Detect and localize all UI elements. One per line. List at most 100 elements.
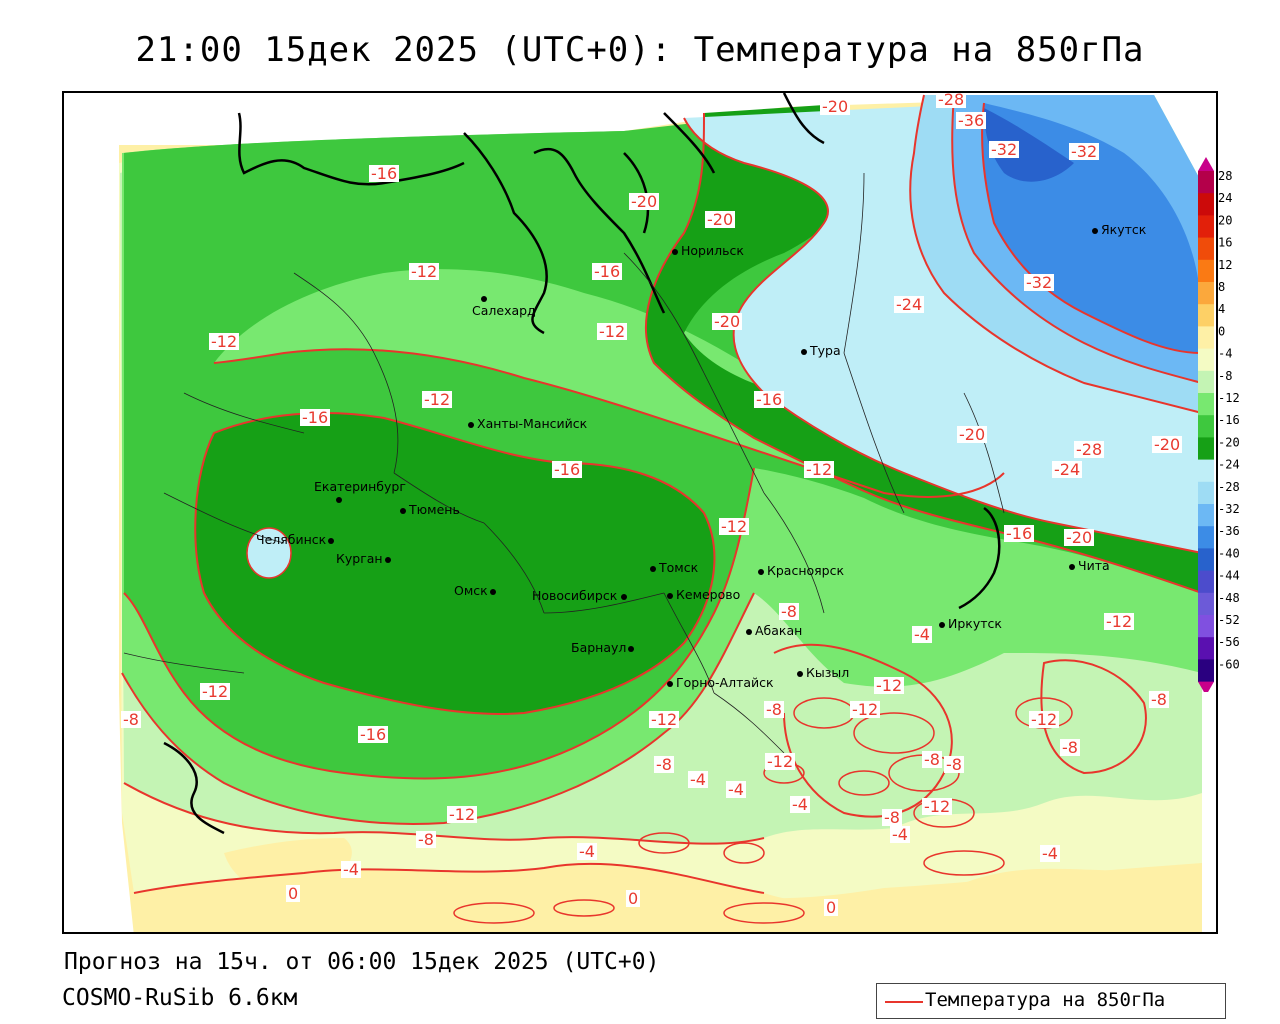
colorbar-swatch (1198, 326, 1214, 350)
temperature-field (64, 93, 1216, 932)
city-label: Омск (454, 583, 499, 598)
colorbar-tick-label: 8 (1218, 280, 1225, 294)
colorbar-tick-label: -16 (1218, 413, 1240, 427)
city-dot-icon (758, 568, 764, 575)
contour-label: -32 (1024, 273, 1055, 292)
colorbar-swatch (1198, 570, 1214, 594)
contour-label: -28 (1074, 440, 1105, 459)
band-south-warm (367, 863, 1202, 932)
city-dot-icon (1092, 227, 1098, 234)
colorbar-tick-label: -36 (1218, 524, 1240, 538)
contour-label: -8 (1149, 690, 1169, 709)
contour-label: 0 (286, 884, 301, 903)
colorbar-swatch (1198, 459, 1214, 483)
contour-label: 0 (824, 898, 839, 917)
city-marker (481, 290, 490, 305)
city-dot-icon (489, 588, 496, 595)
colorbar-tick-label: -8 (1218, 369, 1232, 383)
contour-label: -12 (874, 676, 905, 695)
contour-label: -16 (300, 408, 331, 427)
colorbar-tick-label: -24 (1218, 458, 1240, 472)
contour-label: -20 (1064, 528, 1095, 547)
contour-label: -8 (779, 602, 799, 621)
colorbar-swatch (1198, 437, 1214, 461)
legend: Температура на 850гПа (876, 983, 1226, 1019)
colorbar-swatch (1198, 370, 1214, 394)
forecast-map: -16 -12 -12 -16 -20 -20 -20 -28 -36 -32 … (62, 91, 1218, 934)
colorbar-swatch (1198, 637, 1214, 660)
contour-label: -16 (754, 390, 785, 409)
colorbar-swatch (1198, 304, 1214, 327)
colorbar-swatch (1198, 348, 1214, 372)
contour-label: -12 (209, 332, 240, 351)
contour-label: -32 (989, 140, 1020, 159)
contour-label: -12 (1029, 710, 1060, 729)
city-dot-icon (468, 421, 474, 428)
contour-label: -20 (957, 425, 988, 444)
colorbar-swatch (1198, 615, 1214, 638)
colorbar: 28 24 20 16 12 8 4 0 -4 -8 -12 -16 -20 -24 -28 -32 -36 -4… (1198, 157, 1278, 696)
colorbar-swatch (1198, 592, 1214, 616)
city-label: Кемерово (667, 587, 740, 602)
colorbar-swatch (1198, 415, 1214, 438)
lake-chany (246, 527, 292, 579)
contour-label: -16 (1004, 524, 1035, 543)
contour-label: -4 (688, 770, 708, 789)
model-name: COSMO-RuSib 6.6км (62, 985, 298, 1011)
colorbar-tick-label: 16 (1218, 236, 1232, 250)
city-label: Томск (650, 560, 698, 575)
colorbar-tick-label: -4 (1218, 347, 1232, 361)
lake-baikal (958, 506, 1001, 610)
contour-label: 0 (626, 889, 641, 908)
city-dot-icon (1069, 563, 1075, 570)
colorbar-swatch (1198, 504, 1214, 527)
contour-label: -4 (1040, 844, 1060, 863)
city-dot-icon (667, 592, 673, 599)
city-label: Якутск (1092, 222, 1146, 237)
colorbar-swatch (1198, 259, 1214, 283)
city-dot-icon (336, 496, 342, 503)
contour-label: -24 (894, 295, 925, 314)
colorbar-swatch (1198, 481, 1214, 505)
contour-label: -4 (726, 780, 746, 799)
contour-label: -20 (705, 210, 736, 229)
city-dot-icon (384, 556, 391, 563)
colorbar-tick-label: -56 (1218, 635, 1240, 649)
city-label: Екатеринбург (314, 479, 406, 494)
city-label: Барнаул (571, 640, 637, 655)
contour-label: -4 (790, 795, 810, 814)
colorbar-tick-label: -12 (1218, 391, 1240, 405)
colorbar-swatch (1198, 659, 1214, 683)
colorbar-tick-label: -20 (1218, 435, 1240, 449)
colorbar-top-arrow (1198, 157, 1214, 171)
colorbar-tick-label: 0 (1218, 324, 1225, 338)
city-label: Ханты-Мансийск (468, 416, 587, 431)
contour-label: -20 (629, 192, 660, 211)
city-dot-icon (400, 507, 406, 514)
contour-label: -12 (850, 700, 881, 719)
colorbar-tick-label: 12 (1218, 258, 1232, 272)
city-dot-icon (481, 295, 487, 302)
city-label: Новосибирск (532, 588, 630, 603)
contour-label: -8 (121, 710, 141, 729)
colorbar-swatch (1198, 193, 1214, 216)
colorbar-swatch (1198, 215, 1214, 239)
contour-label: -12 (719, 517, 750, 536)
city-label: Курган (336, 551, 394, 566)
admin-borders (123, 172, 1005, 754)
city-dot-icon (797, 670, 803, 677)
colorbar-tick-label: -28 (1218, 480, 1240, 494)
map-title: 21:00 15дек 2025 (UTC+0): Температура на… (135, 30, 1145, 70)
contour-label: -8 (1060, 738, 1080, 757)
city-label: Чита (1069, 558, 1110, 573)
city-label: Красноярск (758, 563, 844, 578)
forecast-info: Прогноз на 15ч. от 06:00 15дек 2025 (UTC… (64, 949, 660, 975)
colorbar-scale: 28 24 20 16 12 8 4 0 -4 -8 -12 -16 -20 -24 -28 -32 -36 -4… (1198, 157, 1240, 696)
city-dot-icon (621, 593, 628, 600)
city-dot-icon (328, 537, 335, 544)
colorbar-swatch (1198, 393, 1214, 416)
contour-label: -8 (882, 808, 902, 827)
city-label: Норильск (672, 243, 744, 258)
contour-label: -8 (416, 830, 436, 849)
contour-label: -16 (369, 164, 400, 183)
